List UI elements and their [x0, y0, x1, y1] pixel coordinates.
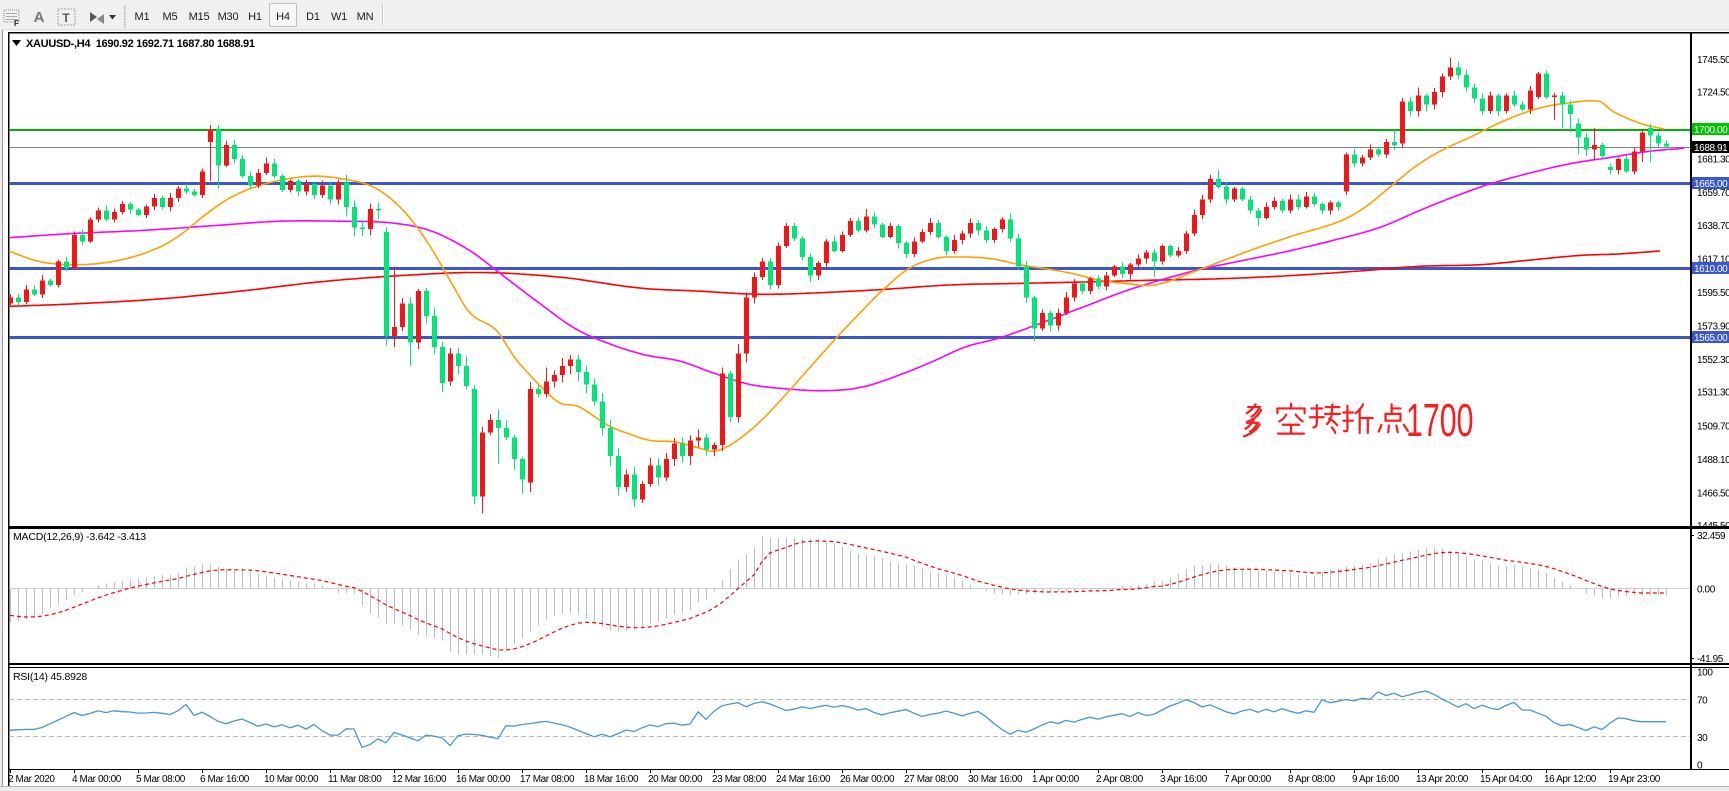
svg-text:19 Apr 23:00: 19 Apr 23:00	[1608, 774, 1661, 785]
svg-text:23 Mar 08:00: 23 Mar 08:00	[712, 774, 767, 785]
svg-text:1665.00: 1665.00	[1694, 179, 1728, 190]
svg-text:11 Mar 08:00: 11 Mar 08:00	[328, 774, 382, 785]
svg-text:7 Apr 00:00: 7 Apr 00:00	[1224, 774, 1272, 785]
svg-text:2 Apr 08:00: 2 Apr 08:00	[1096, 774, 1144, 785]
svg-text:1688.91: 1688.91	[1694, 143, 1728, 154]
svg-text:1531.30: 1531.30	[1697, 388, 1729, 399]
svg-text:M30: M30	[218, 11, 239, 23]
svg-text:18 Mar 16:00: 18 Mar 16:00	[584, 774, 639, 785]
svg-text:12 Mar 16:00: 12 Mar 16:00	[392, 774, 447, 785]
svg-text:-41.95: -41.95	[1697, 654, 1724, 665]
svg-text:2 Mar 2020: 2 Mar 2020	[8, 774, 55, 785]
svg-text:1573.90: 1573.90	[1697, 322, 1729, 333]
svg-text:24 Mar 16:00: 24 Mar 16:00	[776, 774, 831, 785]
svg-text:4 Mar 00:00: 4 Mar 00:00	[72, 774, 122, 785]
svg-text:30: 30	[1697, 733, 1708, 744]
svg-text:1509.70: 1509.70	[1697, 421, 1729, 432]
svg-text:13 Apr 20:00: 13 Apr 20:00	[1416, 774, 1469, 785]
svg-text:1552.30: 1552.30	[1697, 355, 1729, 366]
svg-text:1724.50: 1724.50	[1697, 87, 1729, 98]
svg-text:17 Mar 08:00: 17 Mar 08:00	[520, 774, 575, 785]
svg-text:MN: MN	[357, 11, 374, 23]
svg-text:1 Apr 00:00: 1 Apr 00:00	[1032, 774, 1080, 785]
svg-text:1445.50: 1445.50	[1697, 521, 1729, 532]
svg-text:16 Mar 00:00: 16 Mar 00:00	[456, 774, 511, 785]
svg-text:10 Mar 00:00: 10 Mar 00:00	[264, 774, 319, 785]
svg-text:1659.70: 1659.70	[1697, 188, 1729, 199]
svg-text:M1: M1	[135, 11, 150, 23]
svg-text:1610.00: 1610.00	[1694, 264, 1728, 275]
svg-text:D1: D1	[306, 11, 320, 23]
svg-text:1565.00: 1565.00	[1694, 333, 1728, 344]
svg-text:H4: H4	[276, 11, 290, 23]
svg-text:1700.00: 1700.00	[1694, 125, 1728, 136]
svg-text:RSI(14) 45.8928: RSI(14) 45.8928	[13, 671, 87, 683]
svg-text:1617.10: 1617.10	[1697, 254, 1729, 265]
svg-text:1681.30: 1681.30	[1697, 155, 1729, 166]
svg-text:T: T	[62, 11, 70, 25]
svg-text:9 Apr 16:00: 9 Apr 16:00	[1352, 774, 1400, 785]
svg-text:3 Apr 16:00: 3 Apr 16:00	[1160, 774, 1208, 785]
svg-text:M15: M15	[189, 11, 210, 23]
svg-text:MACD(12,26,9) -3.642 -3.413: MACD(12,26,9) -3.642 -3.413	[13, 531, 146, 543]
svg-text:20 Mar 00:00: 20 Mar 00:00	[648, 774, 703, 785]
svg-text:1700: 1700	[1406, 396, 1474, 447]
svg-text:F: F	[14, 19, 19, 28]
svg-text:1745.50: 1745.50	[1697, 55, 1729, 66]
svg-text:8 Apr 08:00: 8 Apr 08:00	[1288, 774, 1336, 785]
svg-text:W1: W1	[331, 11, 347, 23]
svg-text:100: 100	[1697, 668, 1713, 679]
svg-text:27 Mar 08:00: 27 Mar 08:00	[904, 774, 959, 785]
svg-text:1595.50: 1595.50	[1697, 288, 1729, 299]
svg-text:0.00: 0.00	[1697, 585, 1716, 596]
svg-text:16 Apr 12:00: 16 Apr 12:00	[1544, 774, 1597, 785]
svg-text:15 Apr 04:00: 15 Apr 04:00	[1480, 774, 1533, 785]
svg-text:6 Mar 16:00: 6 Mar 16:00	[200, 774, 250, 785]
svg-text:0: 0	[1697, 761, 1703, 772]
svg-text:1638.70: 1638.70	[1697, 221, 1729, 232]
svg-text:H1: H1	[248, 11, 262, 23]
svg-text:32.459: 32.459	[1697, 531, 1726, 542]
svg-text:1466.50: 1466.50	[1697, 489, 1729, 500]
svg-text:5 Mar 08:00: 5 Mar 08:00	[136, 774, 186, 785]
svg-text:A: A	[34, 9, 45, 26]
svg-text:30 Mar 16:00: 30 Mar 16:00	[968, 774, 1023, 785]
svg-text:M5: M5	[163, 11, 178, 23]
svg-text:1488.10: 1488.10	[1697, 455, 1729, 466]
svg-text:26 Mar 00:00: 26 Mar 00:00	[840, 774, 895, 785]
svg-text:70: 70	[1697, 696, 1708, 707]
svg-text:XAUUSD-,H4 1690.92 1692.71 16: XAUUSD-,H4 1690.92 1692.71 1687.80 1688.…	[26, 38, 255, 50]
